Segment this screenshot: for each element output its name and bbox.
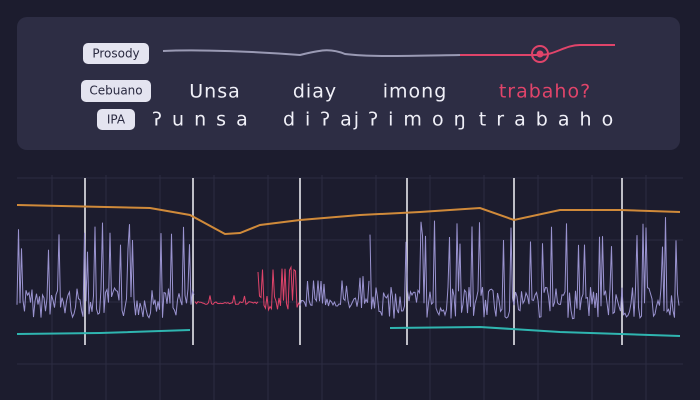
prosody-marker[interactable] bbox=[531, 45, 549, 63]
prosody-marker-dot bbox=[536, 50, 544, 58]
word[interactable]: diay bbox=[293, 81, 337, 103]
prosody-pill bbox=[83, 43, 149, 64]
prosody-label: Prosody bbox=[92, 47, 139, 61]
intensity-contour bbox=[16, 329, 191, 335]
ipa-segment: ʔ i m o ŋ bbox=[368, 109, 467, 131]
prosody-curve bbox=[162, 49, 461, 57]
ipa-label: IPA bbox=[107, 113, 126, 127]
word[interactable]: Unsa bbox=[189, 81, 241, 103]
waveform bbox=[369, 217, 680, 320]
waveform-area bbox=[16, 175, 683, 400]
language-label: Cebuano bbox=[89, 84, 142, 98]
ipa-segment: t r a b a h o bbox=[479, 109, 616, 131]
waveform bbox=[194, 295, 259, 306]
word[interactable]: imong bbox=[383, 81, 448, 103]
waveform bbox=[257, 265, 301, 312]
word-focus[interactable]: trabaho? bbox=[499, 81, 591, 103]
ipa-segment: d i ʔ aj bbox=[283, 109, 361, 131]
intensity-contour bbox=[389, 325, 681, 337]
ipa-segment: ʔ u n s a bbox=[152, 109, 249, 131]
waveform bbox=[299, 276, 370, 309]
ipa-pill bbox=[97, 109, 135, 130]
waveform bbox=[16, 222, 195, 319]
language-pill bbox=[81, 80, 151, 102]
pitch-contour bbox=[16, 204, 681, 236]
